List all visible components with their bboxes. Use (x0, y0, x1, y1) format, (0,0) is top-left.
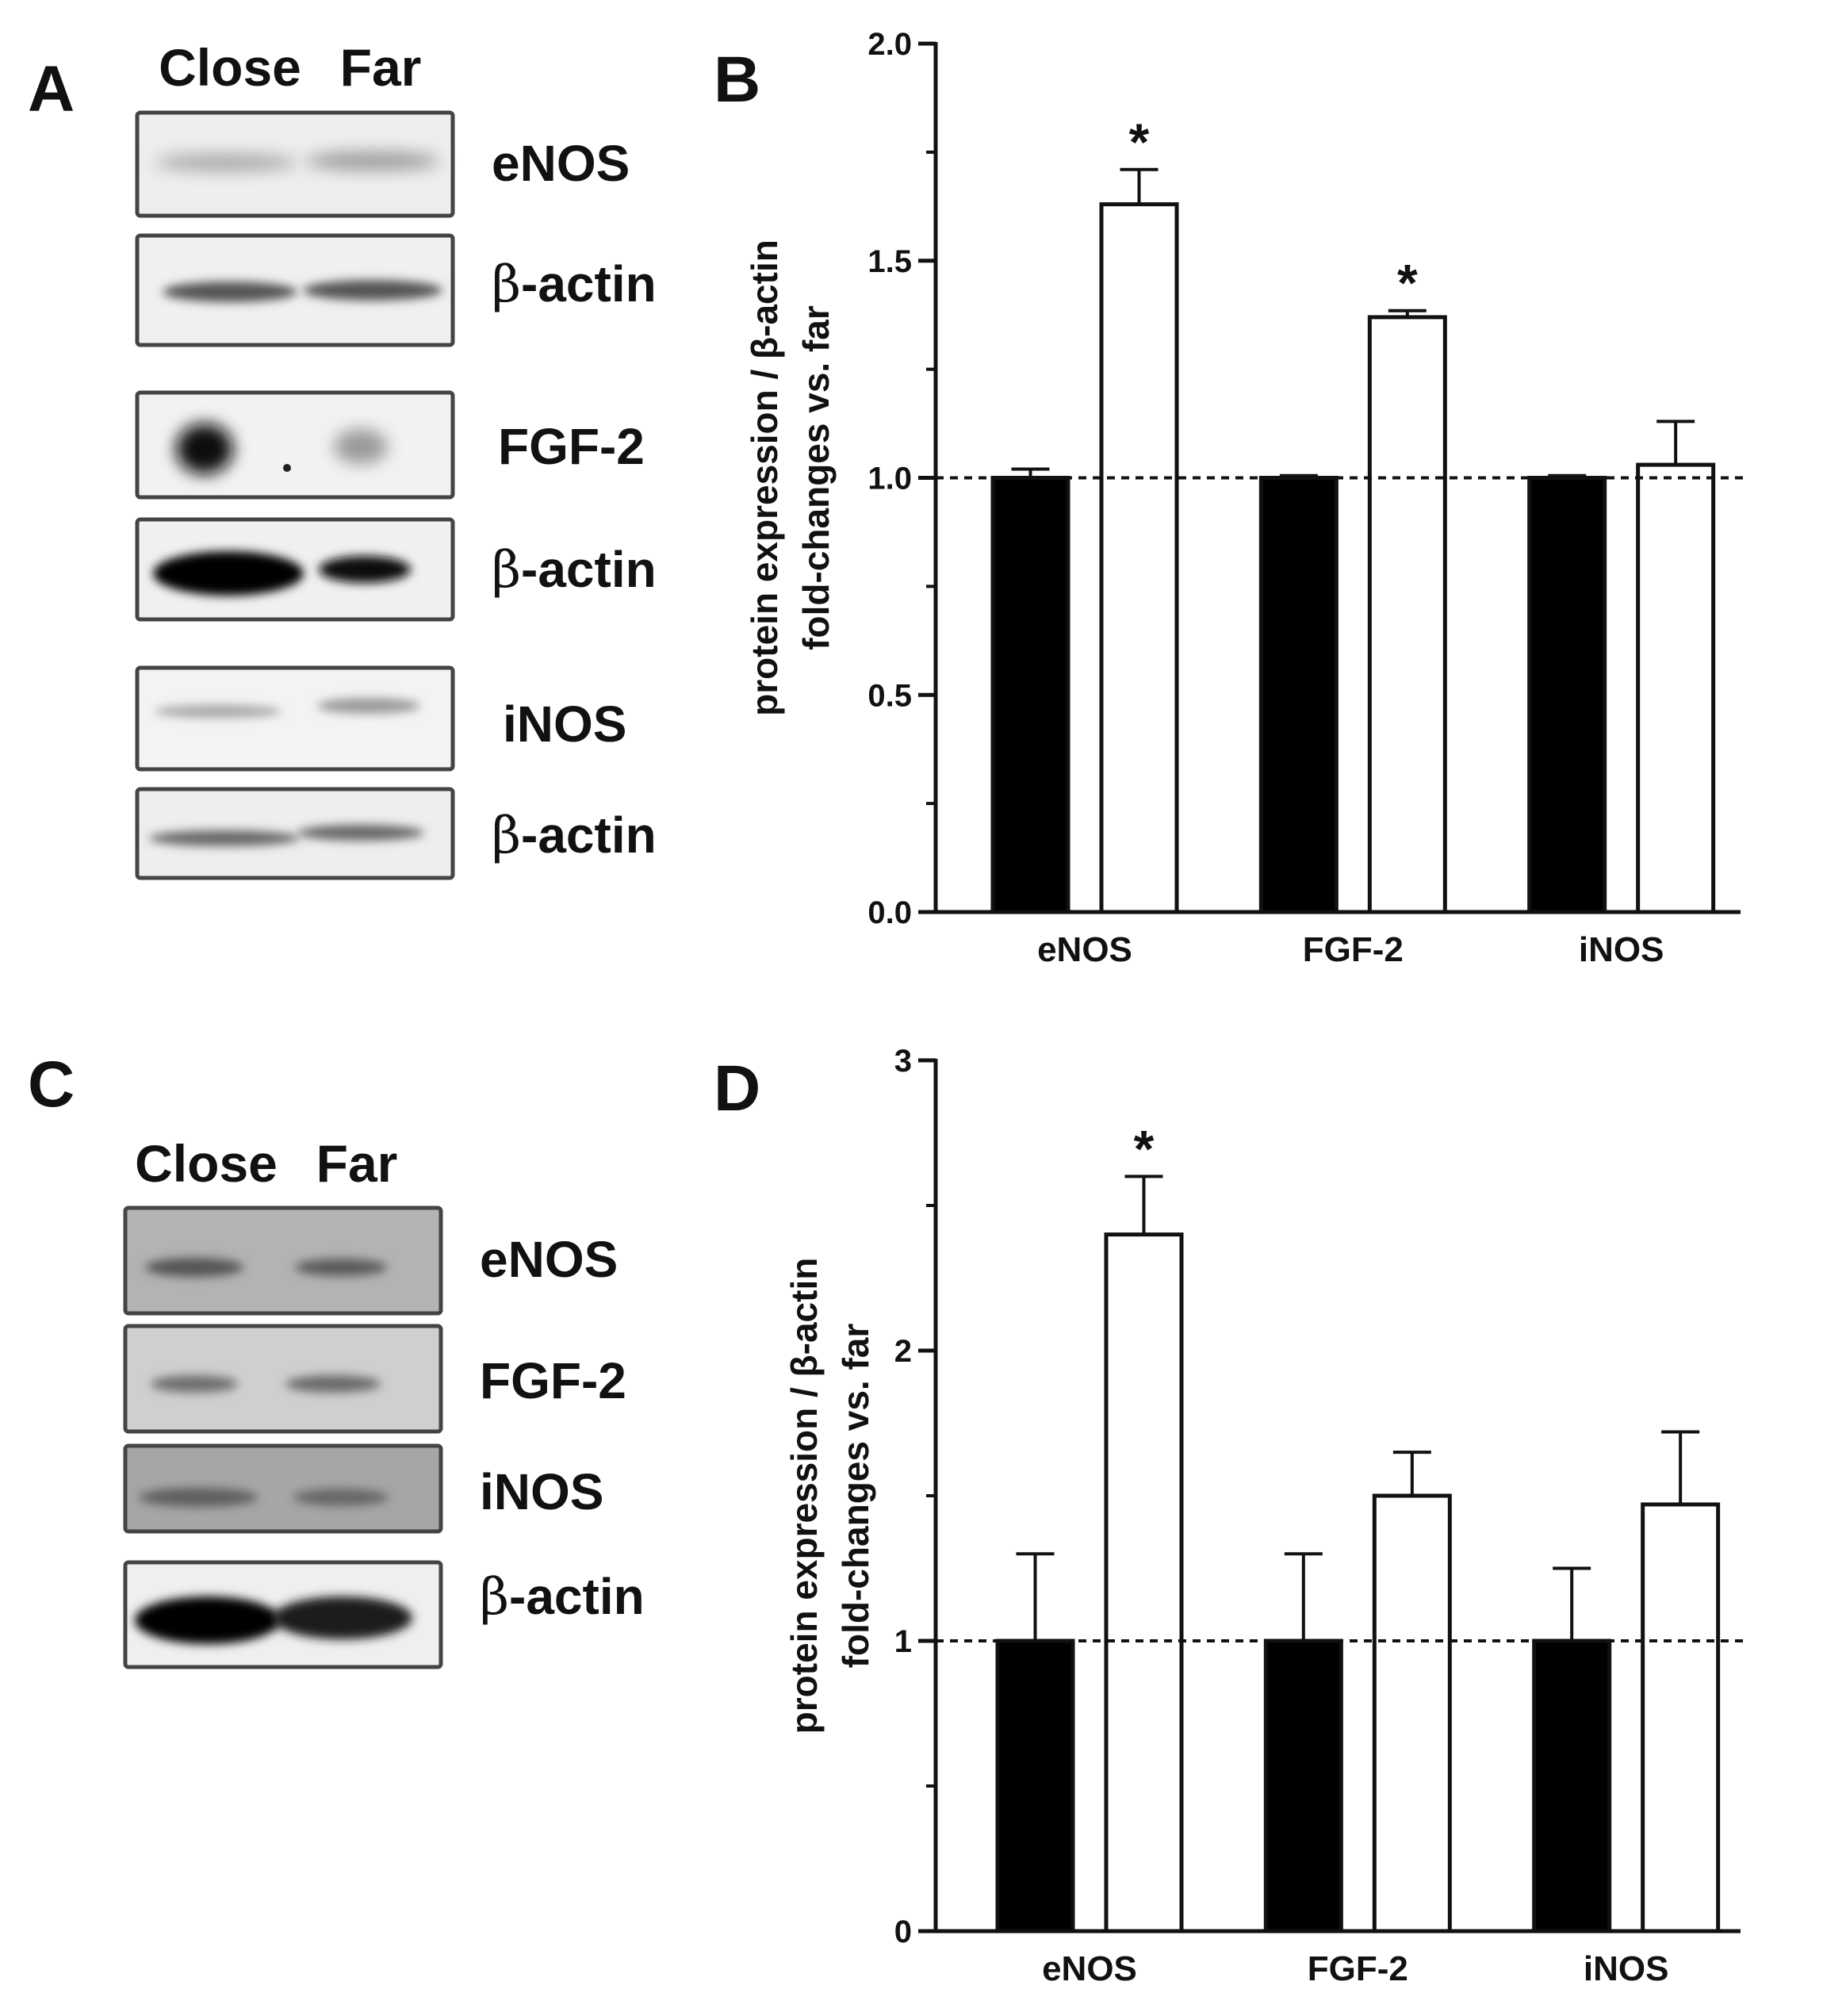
y-tick-label: 1.5 (867, 244, 912, 279)
x-tick-label: eNOS (1042, 1949, 1137, 1988)
panel-a: A Close Far eNOS β-actin FGF-2 (28, 38, 657, 880)
blot-a-inos (135, 665, 455, 772)
y-tick-label: 2 (894, 1334, 912, 1369)
bar-enos-close (995, 1638, 1075, 1934)
blot-a-actin-1 (135, 233, 455, 347)
chart-b: 0.0 0.5 1.0 1.5 2.0 * eNOS * FGF-2 iNOS protein ex… (744, 27, 1748, 969)
blot-label-a-actin-2: β-actin (492, 541, 657, 600)
y-axis-title-line-2: fold-changes vs. far (835, 1324, 876, 1669)
y-tick-label: 0.5 (867, 678, 912, 713)
y-tick-label: 1 (894, 1624, 912, 1659)
significance-marker: * (1397, 254, 1418, 312)
blot-c-fgf2 (123, 1324, 443, 1434)
blot-label-c-enos: eNOS (480, 1231, 618, 1288)
blot-label-a-actin-3: β-actin (492, 807, 657, 865)
blot-label-a-actin-1: β-actin (492, 255, 657, 314)
blot-label-c-inos: iNOS (480, 1463, 603, 1520)
y-axis-title-line-1: protein expression / β-actin (783, 1258, 825, 1734)
blot-a-actin-2 (135, 517, 455, 622)
blot-c-actin (123, 1560, 443, 1669)
blot-label-a-inos: iNOS (503, 696, 626, 753)
significance-marker: * (1129, 113, 1150, 171)
bar-inos-far (1636, 462, 1716, 914)
bar-enos-close (990, 476, 1070, 914)
y-tick-label: 0 (894, 1914, 912, 1949)
lane-header-far: Far (340, 38, 422, 97)
x-tick-label: FGF-2 (1303, 930, 1404, 969)
bar-inos-far (1641, 1502, 1721, 1934)
lane-header-close-c: Close (135, 1134, 278, 1193)
panel-letter-c: C (28, 1048, 75, 1121)
significance-marker: * (1134, 1119, 1155, 1178)
panel-letter-d: D (714, 1052, 760, 1125)
y-tick-label: 0.0 (867, 895, 912, 930)
blot-c-enos (123, 1205, 443, 1316)
blot-a-enos (135, 110, 455, 218)
panel-letter-a: A (28, 53, 75, 125)
blot-label-a-fgf2: FGF-2 (498, 418, 645, 475)
x-tick-label: iNOS (1584, 1949, 1669, 1988)
blot-label-c-fgf2: FGF-2 (480, 1352, 626, 1409)
lane-header-close: Close (159, 38, 301, 97)
y-tick-label: 3 (894, 1044, 912, 1079)
bar-fgf-2-far (1367, 315, 1447, 914)
blot-label-c-actin: β-actin (480, 1568, 645, 1627)
beta-symbol: β (492, 255, 521, 314)
x-tick-label: iNOS (1579, 930, 1664, 969)
panel-c: C Close Far eNOS FGF-2 iNOS β-actin (28, 1048, 645, 1669)
blot-a-fgf2 (135, 390, 455, 500)
bar-fgf-2-far (1372, 1493, 1452, 1934)
bar-enos-far (1104, 1232, 1184, 1934)
chart-d: 0 1 2 3 * eNOS FGF-2 iNOS protein expression / β… (783, 1044, 1748, 1988)
blot-label-a-enos: eNOS (492, 135, 630, 192)
y-axis-title-line-2: fold-changes vs. far (795, 305, 837, 650)
panel-letter-b: B (714, 44, 760, 116)
bar-fgf-2-close (1258, 476, 1339, 914)
bar-inos-close (1532, 1638, 1612, 1934)
bar-enos-far (1099, 202, 1179, 914)
blot-c-inos (123, 1443, 443, 1534)
x-tick-label: eNOS (1037, 930, 1132, 969)
y-tick-label: 2.0 (867, 27, 912, 62)
bar-inos-close (1527, 476, 1607, 914)
lane-header-far-c: Far (316, 1134, 398, 1193)
y-axis-title-line-1: protein expression / β-actin (744, 240, 785, 716)
y-tick-label: 1.0 (867, 462, 912, 496)
x-tick-label: FGF-2 (1308, 1949, 1408, 1988)
bar-fgf-2-close (1263, 1638, 1343, 1934)
blot-a-actin-3 (135, 787, 455, 880)
